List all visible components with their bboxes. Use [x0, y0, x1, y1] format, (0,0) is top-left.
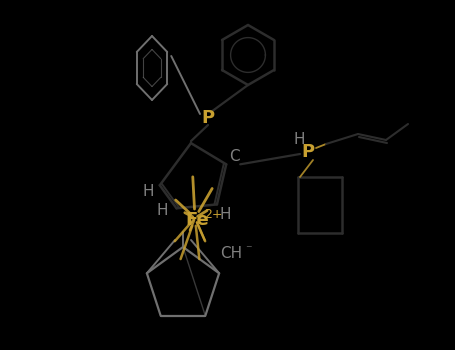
Text: 2+: 2+: [204, 209, 222, 222]
Text: P: P: [202, 109, 215, 127]
Text: P: P: [301, 143, 314, 161]
Text: H: H: [219, 207, 231, 222]
Text: Fe: Fe: [185, 211, 209, 229]
Text: H: H: [293, 133, 305, 147]
Text: CH: CH: [220, 245, 242, 260]
Text: ⁻: ⁻: [245, 244, 251, 257]
Text: H: H: [142, 184, 153, 199]
Text: H: H: [157, 203, 168, 218]
Text: C: C: [229, 149, 239, 164]
